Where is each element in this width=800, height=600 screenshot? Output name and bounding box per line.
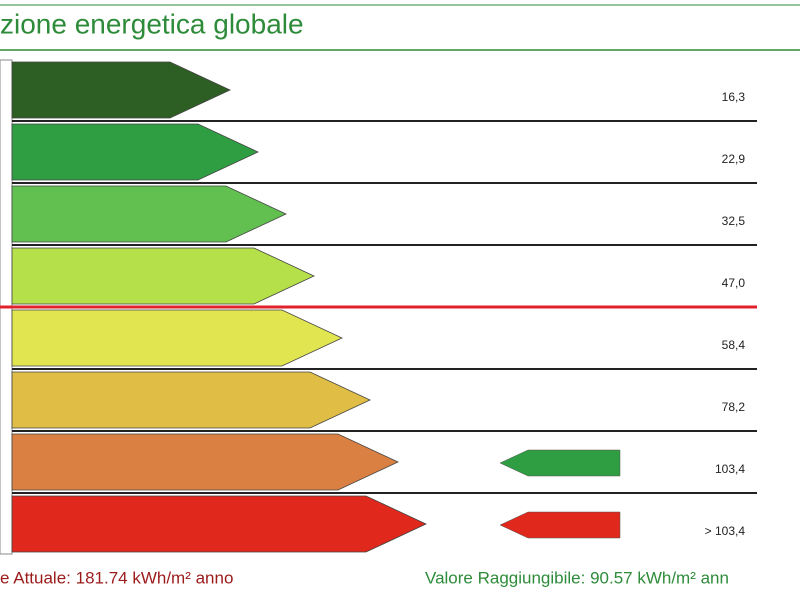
- class-arrow: [11, 495, 427, 553]
- target-indicator: [499, 449, 621, 477]
- class-threshold: 103,4: [715, 462, 745, 476]
- target-value: Valore Raggiungibile: 90.57 kWh/m² ann: [425, 568, 729, 587]
- class-threshold: 16,3: [722, 90, 746, 104]
- class-threshold: 78,2: [722, 400, 746, 414]
- class-arrow: [11, 185, 287, 243]
- class-arrow: [11, 247, 315, 305]
- title: zione energetica globale: [0, 8, 304, 39]
- class-arrow: [11, 309, 343, 367]
- rows: 16,3 22,9 32,5 47,0 58,4 78,2 103,4 > 103,4: [11, 61, 757, 553]
- class-threshold: > 103,4: [705, 524, 746, 538]
- class-threshold: 22,9: [722, 152, 746, 166]
- class-arrow: [11, 371, 371, 429]
- class-arrow: [11, 123, 259, 181]
- class-arrow: [11, 433, 399, 491]
- class-arrow: [11, 61, 231, 119]
- class-threshold: 58,4: [722, 338, 746, 352]
- current-indicator: [499, 511, 621, 539]
- class-threshold: 47,0: [722, 276, 746, 290]
- current-value: e Attuale: 181.74 kWh/m² anno: [0, 568, 233, 587]
- class-threshold: 32,5: [722, 214, 746, 228]
